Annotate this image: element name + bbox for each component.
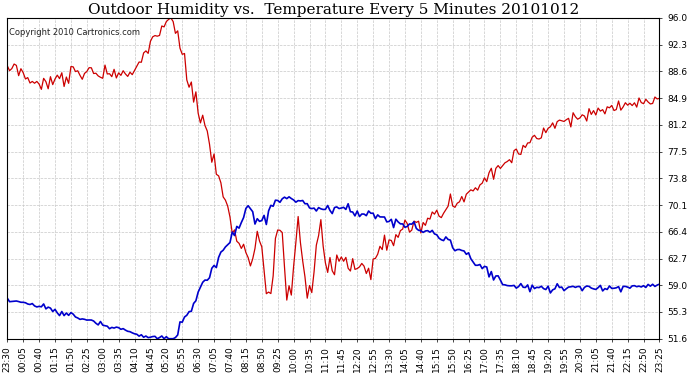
Title: Outdoor Humidity vs.  Temperature Every 5 Minutes 20101012: Outdoor Humidity vs. Temperature Every 5… (88, 3, 579, 17)
Text: Copyright 2010 Cartronics.com: Copyright 2010 Cartronics.com (8, 28, 139, 37)
